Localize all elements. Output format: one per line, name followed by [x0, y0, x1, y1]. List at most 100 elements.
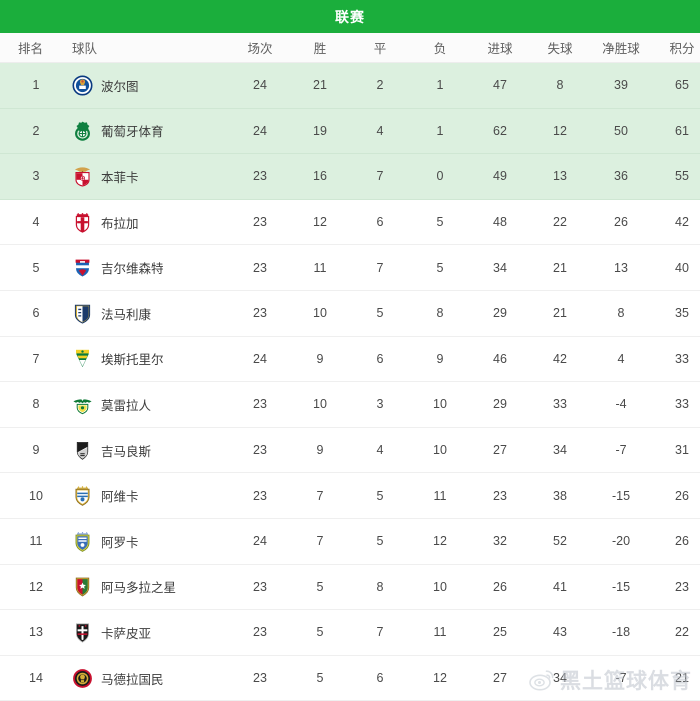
row-played: 23	[253, 488, 267, 503]
column-header-team: 球队	[72, 38, 230, 57]
row-rank: 8	[32, 397, 40, 412]
row-goals-against: 8	[556, 78, 564, 93]
row-goals-for: 48	[493, 215, 507, 230]
row-loss: 9	[436, 351, 444, 366]
row-rank: 2	[32, 123, 40, 138]
porto-crest-icon	[72, 75, 93, 96]
row-loss: 8	[436, 306, 444, 321]
column-header-goal-difference: 净胜球	[602, 42, 640, 56]
row-rank: 5	[32, 260, 40, 275]
row-team[interactable]: 阿维卡	[72, 485, 230, 506]
row-rank: 1	[32, 78, 40, 93]
row-win: 19	[313, 123, 327, 138]
page-title: 联赛	[335, 8, 365, 25]
row-win: 5	[316, 671, 324, 686]
table-row[interactable]: 12 阿马多拉之星 23 5 8 10 26 41 -15 23	[0, 564, 700, 611]
column-header-goals-against: 失球	[547, 42, 573, 56]
row-draw: 7	[376, 260, 384, 275]
row-team[interactable]: 本菲卡	[72, 166, 230, 187]
row-rank: 9	[32, 443, 40, 458]
row-goals-for: 32	[493, 534, 507, 549]
row-played: 23	[253, 579, 267, 594]
table-row[interactable]: 11 阿罗卡 24 7 5 12 32 52 -20 26	[0, 518, 700, 565]
row-loss: 10	[433, 397, 447, 412]
row-goals-for: 49	[493, 169, 507, 184]
row-team-name: 马德拉国民	[101, 672, 164, 687]
table-row[interactable]: 6 法马利康 23 10 5 8 29 21 8 35	[0, 290, 700, 337]
column-header-draw: 平	[373, 42, 387, 56]
row-win: 5	[316, 579, 324, 594]
row-played: 23	[253, 443, 267, 458]
row-goal-difference: 4	[617, 351, 625, 366]
row-goal-difference: -7	[615, 443, 627, 458]
row-team[interactable]: 布拉加	[72, 212, 230, 233]
row-goals-against: 34	[553, 671, 567, 686]
row-played: 23	[253, 397, 267, 412]
table-row[interactable]: 14 马德拉国民 23 5 6 12 27 34 -7 21	[0, 655, 700, 701]
row-rank: 14	[29, 671, 43, 686]
table-row[interactable]: 10 阿维卡 23 7 5 11 23 38 -15 26	[0, 473, 700, 519]
row-win: 12	[313, 215, 327, 230]
table-row[interactable]: 4 布拉加 23 12 6 5 48 22 26 42	[0, 199, 700, 246]
row-team[interactable]: 埃斯托里尔	[72, 348, 230, 370]
row-draw: 2	[376, 78, 384, 93]
row-goals-against: 33	[553, 397, 567, 412]
table-row[interactable]: 9 吉马良斯 23 9 4 10 27 34 -7 31	[0, 427, 700, 474]
table-row[interactable]: 5 吉尔维森特 23 11 7 5 34 21 13 40	[0, 245, 700, 291]
row-team[interactable]: 阿马多拉之星	[72, 576, 230, 597]
row-team-name: 莫雷拉人	[101, 398, 152, 413]
sporting-crest-icon	[72, 120, 93, 142]
table-row[interactable]: 13 卡萨皮亚 23 5 7 11 25 43 -18 22	[0, 610, 700, 656]
row-draw: 7	[376, 625, 384, 640]
row-rank: 10	[29, 488, 43, 503]
row-win: 7	[316, 534, 324, 549]
table-row[interactable]: 3 本菲卡 23 16 7 0 49 13 36 55	[0, 154, 700, 200]
row-points: 61	[675, 123, 689, 138]
row-goals-for: 46	[493, 351, 507, 366]
table-row[interactable]: 2 葡萄牙体育 24 19 4 1 62 12 50 61	[0, 108, 700, 155]
row-win: 10	[313, 306, 327, 321]
row-loss: 5	[436, 215, 444, 230]
braga-crest-icon	[72, 212, 93, 233]
row-loss: 1	[436, 123, 444, 138]
row-goals-against: 21	[553, 306, 567, 321]
row-team[interactable]: 法马利康	[72, 303, 230, 324]
row-goal-difference: -4	[615, 397, 627, 412]
row-points: 33	[675, 351, 689, 366]
row-loss: 0	[436, 169, 444, 184]
row-team-name: 阿马多拉之星	[101, 581, 177, 596]
casapia-crest-icon	[72, 622, 93, 643]
row-win: 9	[316, 443, 324, 458]
row-draw: 7	[376, 169, 384, 184]
row-played: 23	[253, 169, 267, 184]
row-goals-against: 21	[553, 260, 567, 275]
row-goals-against: 12	[553, 123, 567, 138]
row-played: 23	[253, 260, 267, 275]
aves-crest-icon	[72, 485, 93, 506]
row-goals-against: 13	[553, 169, 567, 184]
column-header-goals-for: 进球	[487, 42, 513, 56]
row-team[interactable]: 卡萨皮亚	[72, 622, 230, 643]
row-team[interactable]: 马德拉国民	[72, 668, 230, 689]
table-row[interactable]: 1 波尔图 24 21 2 1 47 8 39 65	[0, 63, 700, 109]
row-team[interactable]: 波尔图	[72, 75, 230, 96]
row-team[interactable]: 葡萄牙体育	[72, 120, 230, 142]
gilvicente-crest-icon	[72, 257, 93, 278]
table-row[interactable]: 8 莫雷拉人 23 10 3 10 29 33 -4 33	[0, 382, 700, 428]
row-team[interactable]: 阿罗卡	[72, 531, 230, 552]
row-team[interactable]: 吉尔维森特	[72, 257, 230, 278]
row-win: 16	[313, 169, 327, 184]
row-goal-difference: -7	[615, 671, 627, 686]
row-team[interactable]: 莫雷拉人	[72, 394, 230, 415]
table-row[interactable]: 7 埃斯托里尔 24 9 6 9 46 42 4 33	[0, 336, 700, 383]
row-draw: 5	[376, 306, 384, 321]
row-goals-against: 43	[553, 625, 567, 640]
row-played: 24	[253, 78, 267, 93]
row-team-name: 法马利康	[101, 307, 152, 322]
row-team[interactable]: 吉马良斯	[72, 440, 230, 461]
moreirense-crest-icon	[72, 394, 93, 415]
row-played: 23	[253, 306, 267, 321]
row-win: 11	[313, 260, 327, 275]
standings-row-list: 1 波尔图 24 21 2 1 47 8 39 65 2 葡萄牙体育 24 19 4 1 62 12 50 61 3 本菲…	[0, 63, 700, 701]
